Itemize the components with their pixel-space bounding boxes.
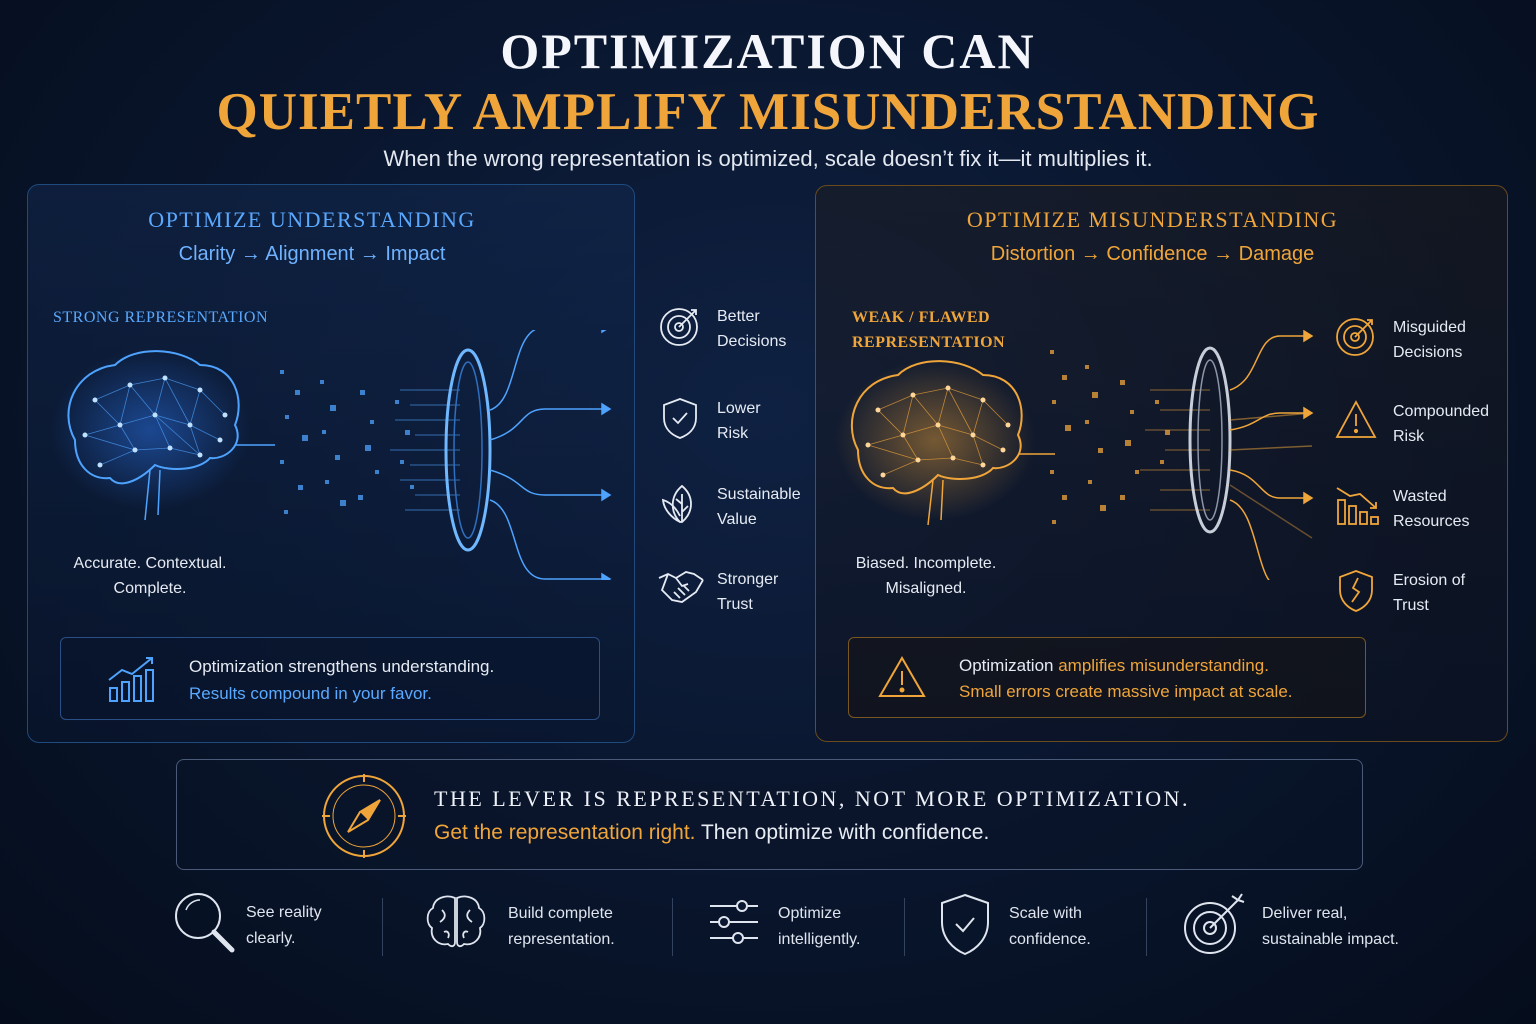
growth-chart-icon xyxy=(108,657,154,702)
left-diagram xyxy=(50,330,612,580)
left-outcome-3: Sustainable Value xyxy=(717,486,801,528)
target-icon xyxy=(1184,893,1245,954)
blue-brain-icon xyxy=(50,350,250,521)
footer-item-2: Build complete representation. xyxy=(508,905,615,948)
sliders-icon xyxy=(710,900,758,944)
blue-data-particles xyxy=(280,370,414,514)
orange-data-particles xyxy=(1050,350,1170,524)
shield-check-icon xyxy=(663,398,697,439)
blue-lens xyxy=(444,348,492,552)
right-desc-line-2: Misaligned. xyxy=(885,580,967,597)
left-outcome-2: Lower Risk xyxy=(717,400,761,442)
left-panel-title: OPTIMIZE UNDERSTANDING xyxy=(148,207,476,232)
declining-chart-icon xyxy=(1336,487,1379,525)
left-callout-line-2: Results compound in your favor. xyxy=(189,684,432,703)
orange-output-arrows xyxy=(1229,330,1314,580)
footer-divider xyxy=(382,898,383,956)
right-desc-line-1: Biased. Incomplete. xyxy=(855,555,997,572)
footer-divider xyxy=(672,898,673,956)
left-desc-line-2: Complete. xyxy=(113,580,187,597)
footer-item-4: Scale with confidence. xyxy=(1009,905,1091,948)
footer-divider xyxy=(904,898,905,956)
lever-line: Get the representation right. Then optim… xyxy=(434,821,990,844)
left-panel-flow: Clarity → Alignment → Impact xyxy=(178,243,446,265)
footer-divider xyxy=(1146,898,1147,956)
left-desc-line-1: Accurate. Contextual. xyxy=(73,555,227,572)
strong-representation-label: STRONG REPRESENTATION xyxy=(53,309,269,326)
footer-item-1: See reality clearly. xyxy=(246,904,322,947)
weak-representation-label: WEAK / FLAWED REPRESENTATION xyxy=(852,309,1006,351)
subtitle: When the wrong representation is optimiz… xyxy=(383,146,1153,171)
right-panel-flow: Distortion → Confidence → Damage xyxy=(990,243,1315,265)
compass-icon xyxy=(322,774,406,858)
broken-shield-icon xyxy=(1339,570,1373,612)
blue-output-arrows xyxy=(489,330,612,580)
handshake-icon xyxy=(658,571,704,603)
title-line-1: OPTIMIZATION CAN xyxy=(500,23,1036,79)
right-diagram xyxy=(835,330,1314,580)
target-icon xyxy=(660,308,698,346)
right-outcome-4: Erosion of Trust xyxy=(1393,572,1466,614)
right-outcome-3: Wasted Resources xyxy=(1393,488,1470,530)
footer-item-3: Optimize intelligently. xyxy=(778,905,861,948)
left-callout xyxy=(60,637,600,720)
right-callout-line-2: Small errors create massive impact at sc… xyxy=(959,682,1293,701)
warning-icon xyxy=(878,656,926,697)
brain-icon xyxy=(426,895,486,948)
left-outcome-4: Stronger Trust xyxy=(717,571,779,613)
white-lens xyxy=(1188,346,1232,534)
target-icon xyxy=(1336,318,1374,356)
magnifier-icon xyxy=(175,893,235,953)
right-panel-title: OPTIMIZE MISUNDERSTANDING xyxy=(966,207,1339,232)
right-outcome-1: Misguided Decisions xyxy=(1393,319,1466,361)
lever-title: THE LEVER IS REPRESENTATION, NOT MORE OP… xyxy=(434,786,1190,811)
title-line-2: QUIETLY AMPLIFY MISUNDERSTANDING xyxy=(216,83,1320,141)
orange-brain-icon xyxy=(835,360,1035,526)
warning-icon xyxy=(1335,400,1377,438)
right-outcome-2: Compounded Risk xyxy=(1393,403,1490,445)
footer-item-5: Deliver real, sustainable impact. xyxy=(1262,905,1399,948)
left-callout-line-1: Optimization strengthens understanding. xyxy=(189,657,495,676)
right-callout-line-1: Optimization amplifies misunderstanding. xyxy=(959,656,1269,675)
left-outcome-1: Better Decisions xyxy=(717,308,787,350)
right-callout xyxy=(848,637,1366,718)
blue-data-streams xyxy=(390,389,460,511)
leaf-icon xyxy=(661,484,692,523)
shield-check-icon xyxy=(941,893,989,956)
